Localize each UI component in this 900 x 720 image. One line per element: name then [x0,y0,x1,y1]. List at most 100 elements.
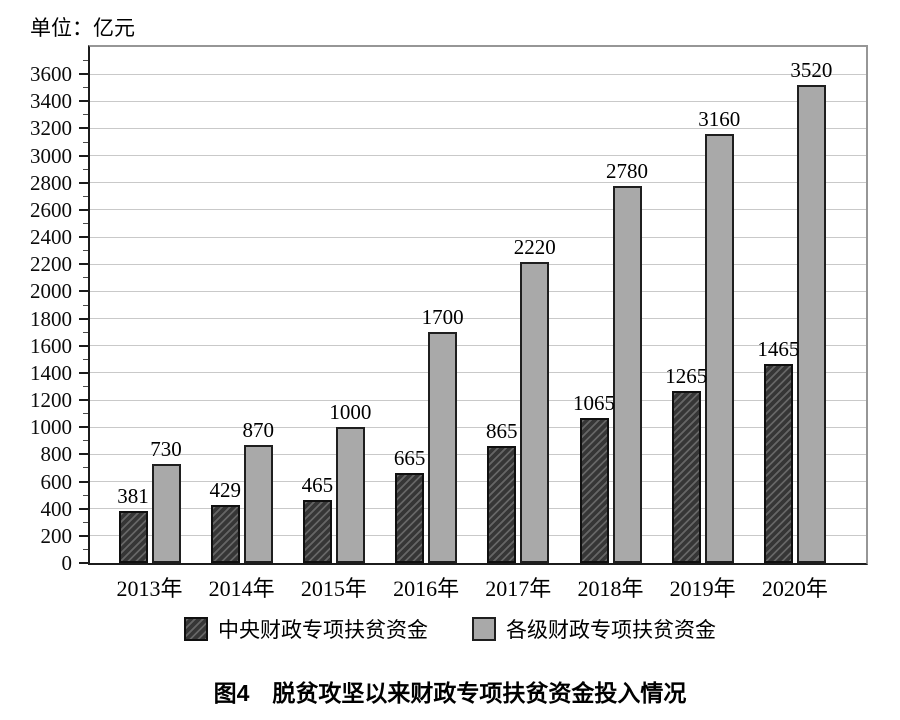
y-tick-label: 1400 [30,360,72,385]
legend-label: 各级财政专项扶贫资金 [506,618,716,642]
central-fund-bar [579,418,609,563]
y-axis-major-tick [79,263,88,266]
y-axis-minor-tick [83,467,88,469]
legend-swatch-all-levels-fund [472,617,496,641]
y-tick-label: 600 [40,469,73,494]
all-levels-fund-bar [151,463,181,563]
x-tick-label: 2016年 [393,576,460,601]
plot-area: 0 200 400 600 800 1000 1200 1400 1600 1800 2000 220… [30,45,868,601]
y-axis-minor-tick [83,494,88,496]
bar-value-label: 1465 [757,337,800,362]
y-axis-minor-tick [83,87,88,89]
all-levels-fund-bar [520,261,550,563]
gridline [90,508,866,510]
central-fund-bar [487,445,517,563]
y-axis-minor-tick [83,413,88,415]
x-tick-label: 2019年 [669,576,736,601]
bar-value-label: 1065 [573,391,615,416]
y-axis-major-tick [79,562,88,564]
gridline [90,372,866,374]
gridline [90,127,866,129]
bar-value-label: 865 [486,418,518,443]
gridline [90,209,866,211]
gridline [90,399,866,401]
y-axis-minor-tick [83,385,88,387]
central-fund-bar [763,364,793,563]
y-tick-label: 2000 [30,279,72,304]
y-axis-major-tick [79,534,88,537]
all-levels-fund-bar [243,444,273,563]
all-levels-fund-bar [335,427,365,563]
y-tick-label: 2600 [30,197,72,222]
gridline [90,453,866,455]
y-tick-label: 2800 [30,170,72,195]
bar-value-label: 730 [150,436,182,461]
y-axis-major-tick [79,236,88,239]
x-tick-label: 2018年 [577,576,644,601]
y-tick-label: 1200 [30,388,72,413]
y-axis-minor-tick [83,141,88,143]
y-tick-label: 1000 [30,415,72,440]
y-axis-major-tick [79,480,88,483]
y-axis-major-tick [79,181,88,184]
y-axis-major-tick [79,371,88,374]
y-tick-label: 3000 [30,143,72,168]
y-axis-minor-tick [83,521,88,523]
y-tick-label: 1800 [30,306,72,331]
y-axis-major-tick [79,290,88,293]
y-axis-minor-tick [83,195,88,197]
y-axis-minor-tick [83,304,88,306]
gridline [90,236,866,238]
legend-item: 各级财政专项扶贫资金 [472,614,716,644]
gridline [90,535,866,537]
x-tick-label: 2020年 [761,576,828,601]
bar-value-label: 870 [242,417,274,442]
y-tick-label: 2200 [30,252,72,277]
gridline [90,345,866,347]
y-tick-label: 1600 [30,333,72,358]
all-levels-fund-bar [428,332,458,563]
gridline [90,318,866,320]
y-tick-label: 3200 [30,116,72,141]
all-levels-fund-bar [612,185,642,563]
bar-value-label: 1000 [329,400,372,425]
y-axis-minor-tick [83,331,88,333]
legend: 中央财政专项扶贫资金 各级财政专项扶贫资金 [0,612,900,646]
gridline [90,290,866,292]
y-axis-minor-tick [83,250,88,252]
x-tick-label: 2014年 [208,576,275,601]
y-axis-major-tick [79,426,88,429]
y-axis-minor-tick [83,358,88,360]
y-axis-minor-tick [83,223,88,225]
bar-value-label: 381 [117,484,149,509]
y-tick-label: 200 [40,523,73,548]
y-tick-label: 3600 [30,62,72,87]
y-axis-minor-tick [83,277,88,279]
y-axis-minor-tick [83,548,88,550]
y-axis-minor-tick [83,440,88,442]
y-axis-major-tick [79,127,88,130]
y-axis-major-tick [79,317,88,320]
y-tick-label: 3400 [30,89,72,114]
legend-item: 中央财政专项扶贫资金 [184,614,428,644]
bar-value-label: 429 [209,477,241,502]
y-tick-label: 800 [40,442,73,467]
gridline [90,182,866,184]
central-fund-bar [671,391,701,563]
central-fund-bar [302,499,332,563]
y-axis-major-tick [79,154,88,157]
unit-label: 单位：亿元 [30,16,135,40]
central-fund-bar [118,511,148,563]
bar-value-label: 665 [393,445,426,470]
y-axis-major-tick [79,399,88,402]
bar-value-label: 2220 [513,234,556,259]
all-levels-fund-bar [704,133,734,563]
gridline [90,263,866,265]
all-levels-fund-bar [796,85,826,563]
bar-value-label: 1265 [665,364,708,389]
y-tick-label: 400 [40,496,73,521]
y-axis-major-tick [79,453,88,456]
y-tick-label: 0 [61,551,73,575]
y-axis-major-tick [79,208,88,211]
